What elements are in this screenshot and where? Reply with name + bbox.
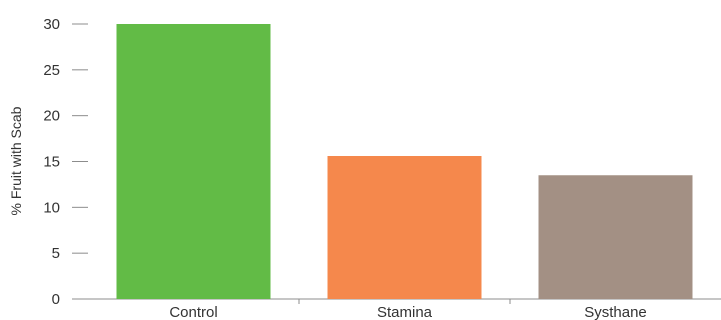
y-axis: 0 5 10 15 20 25 30 <box>43 16 88 308</box>
y-tick-label: 20 <box>43 108 60 125</box>
y-axis-title: % Fruit with Scab <box>8 106 24 215</box>
y-tick-label: 5 <box>52 245 60 262</box>
x-tick-label: Stamina <box>377 304 433 320</box>
y-tick-label: 30 <box>43 16 60 33</box>
category-labels: Control Stamina Systhane <box>169 304 646 320</box>
bar-systhane <box>538 175 693 299</box>
y-tick-label: 10 <box>43 199 60 216</box>
x-tick-label: Control <box>169 304 217 320</box>
y-tick-label: 25 <box>43 62 60 79</box>
bar-control <box>116 24 271 299</box>
x-tick-label: Systhane <box>584 304 647 320</box>
y-tick-label: 15 <box>43 154 60 171</box>
bar-stamina <box>327 156 482 299</box>
y-tick-label: 0 <box>52 291 60 308</box>
bars <box>116 24 693 299</box>
